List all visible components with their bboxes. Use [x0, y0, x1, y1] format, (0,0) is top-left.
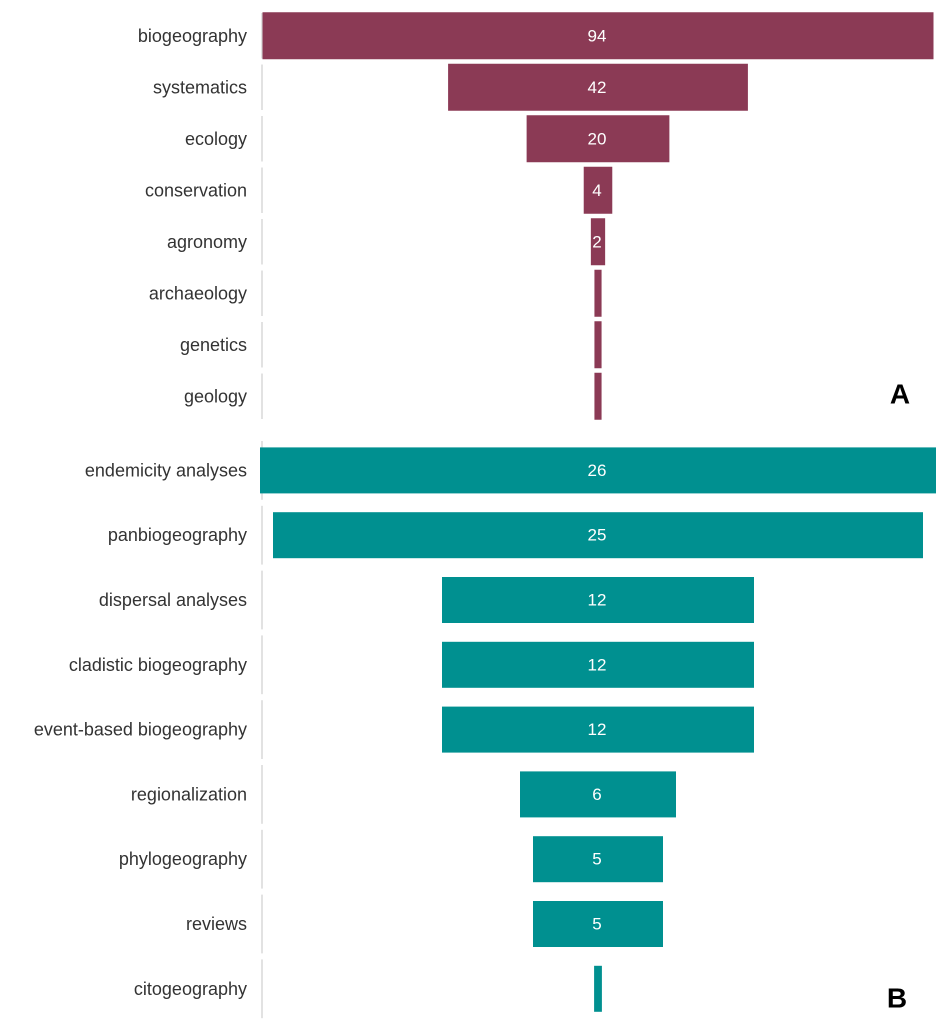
bar-endemicity-analyses — [260, 447, 936, 494]
bar-ecology — [526, 115, 670, 163]
value-label: 20 — [588, 129, 607, 148]
panel-letter: B — [887, 983, 907, 1014]
category-label: panbiogeography — [108, 525, 247, 545]
category-label: citogeography — [134, 979, 247, 999]
category-label: dispersal analyses — [99, 590, 247, 610]
category-label: event-based biogeography — [34, 720, 247, 740]
bar-phylogeography — [533, 836, 663, 883]
category-label: regionalization — [131, 784, 247, 804]
value-label: 94 — [588, 26, 607, 45]
category-label: ecology — [185, 129, 247, 149]
category-label: biogeography — [138, 26, 247, 46]
bar-genetics — [594, 321, 602, 369]
panel-letter: A — [890, 379, 910, 410]
category-label: agronomy — [167, 232, 247, 252]
bar-conservation — [583, 166, 613, 214]
category-label: cladistic biogeography — [69, 655, 247, 675]
bar-event-based-biogeography — [442, 706, 754, 753]
panel-b: endemicity analyses 26 panbiogeography 25 di… — [34, 441, 936, 1019]
bar-biogeography — [262, 12, 934, 60]
bar-geology — [594, 372, 602, 420]
category-label: endemicity analyses — [85, 460, 247, 480]
value-label: 12 — [588, 720, 607, 739]
value-label: 5 — [592, 850, 601, 869]
value-label: 12 — [588, 591, 607, 610]
value-label: 6 — [592, 785, 601, 804]
category-label: conservation — [145, 180, 247, 200]
category-label: systematics — [153, 77, 247, 97]
category-label: reviews — [186, 914, 247, 934]
category-label: phylogeography — [119, 849, 247, 869]
value-label: 25 — [588, 526, 607, 545]
bar-panbiogeography — [273, 512, 923, 559]
bar-agronomy — [590, 218, 606, 266]
bar-archaeology — [594, 269, 602, 317]
category-label: geology — [184, 386, 247, 406]
bar-citogeography — [594, 965, 602, 1012]
value-label: 26 — [588, 461, 607, 480]
category-label: genetics — [180, 335, 247, 355]
value-label: 2 — [592, 232, 601, 251]
value-label: 5 — [592, 915, 601, 934]
category-label: archaeology — [149, 283, 247, 303]
bar-systematics — [448, 63, 748, 111]
bar-cladistic-biogeography — [442, 641, 754, 688]
bar-reviews — [533, 901, 663, 947]
value-label: 42 — [588, 78, 607, 97]
value-label: 12 — [588, 655, 607, 674]
bar-regionalization — [520, 771, 676, 818]
value-label: 4 — [592, 181, 601, 200]
bar-dispersal-analyses — [442, 577, 754, 623]
